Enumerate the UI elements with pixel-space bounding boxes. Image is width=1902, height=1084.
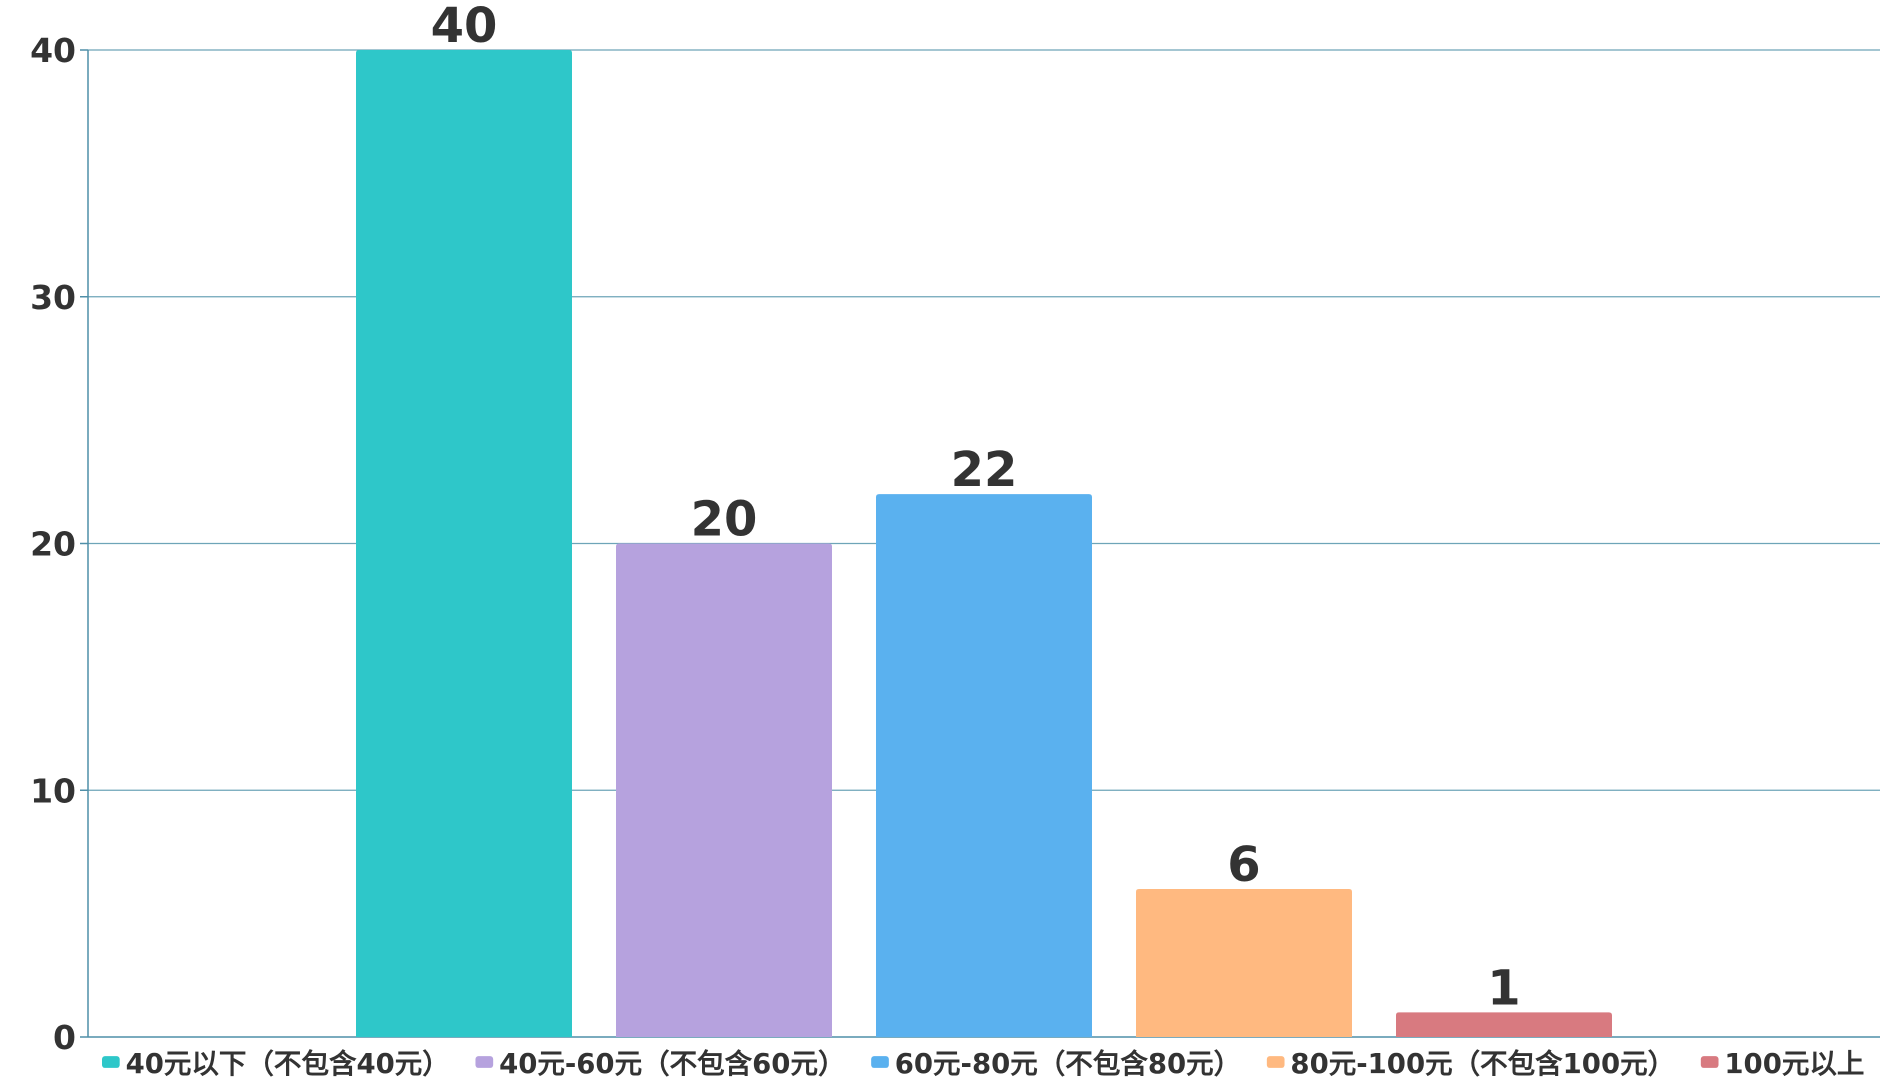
bar-value-label: 20 <box>691 492 758 548</box>
legend: 40元以下（不包含40元） 40元-60元（不包含60元） 60元-80元（不包含8… <box>102 1048 1864 1080</box>
legend-swatch <box>871 1056 889 1068</box>
bar-value-label: 22 <box>951 442 1018 498</box>
legend-item[interactable]: 80元-100元（不包含100元） <box>1266 1048 1675 1080</box>
bar-value-label: 40 <box>431 0 498 54</box>
legend-label: 40元以下（不包含40元） <box>126 1048 450 1080</box>
legend-item[interactable]: 60元-80元（不包含80元） <box>871 1048 1241 1080</box>
bar-3[interactable] <box>876 494 1092 1037</box>
legend-item[interactable]: 40元-60元（不包含60元） <box>475 1048 845 1080</box>
legend-label: 100元以上 <box>1724 1048 1864 1080</box>
legend-label: 60元-80元（不包含80元） <box>895 1048 1241 1080</box>
legend-label: 40元-60元（不包含60元） <box>499 1048 845 1080</box>
legend-swatch <box>1266 1056 1285 1068</box>
bar-value-label: 6 <box>1227 837 1260 893</box>
legend-swatch <box>102 1056 120 1068</box>
legend-item[interactable]: 40元以下（不包含40元） <box>102 1048 450 1080</box>
bar-5[interactable] <box>1396 1012 1612 1037</box>
bars <box>356 50 1612 1037</box>
bar-2[interactable] <box>616 543 832 1038</box>
y-tick-label: 30 <box>30 278 76 317</box>
legend-swatch <box>475 1056 494 1068</box>
y-tick-label: 0 <box>53 1018 76 1057</box>
legend-item[interactable]: 100元以上 <box>1700 1048 1865 1080</box>
legend-label: 80元-100元（不包含100元） <box>1290 1048 1675 1080</box>
legend-swatch <box>1700 1056 1719 1068</box>
bar-4[interactable] <box>1136 888 1352 1037</box>
bar-1[interactable] <box>356 50 572 1037</box>
y-tick-label: 10 <box>30 771 76 810</box>
bar-value-label: 1 <box>1487 960 1520 1016</box>
y-tick-label: 20 <box>30 525 76 564</box>
value-labels: 40 20 22 6 1 <box>431 0 1521 1016</box>
y-tick-label: 40 <box>30 31 76 70</box>
